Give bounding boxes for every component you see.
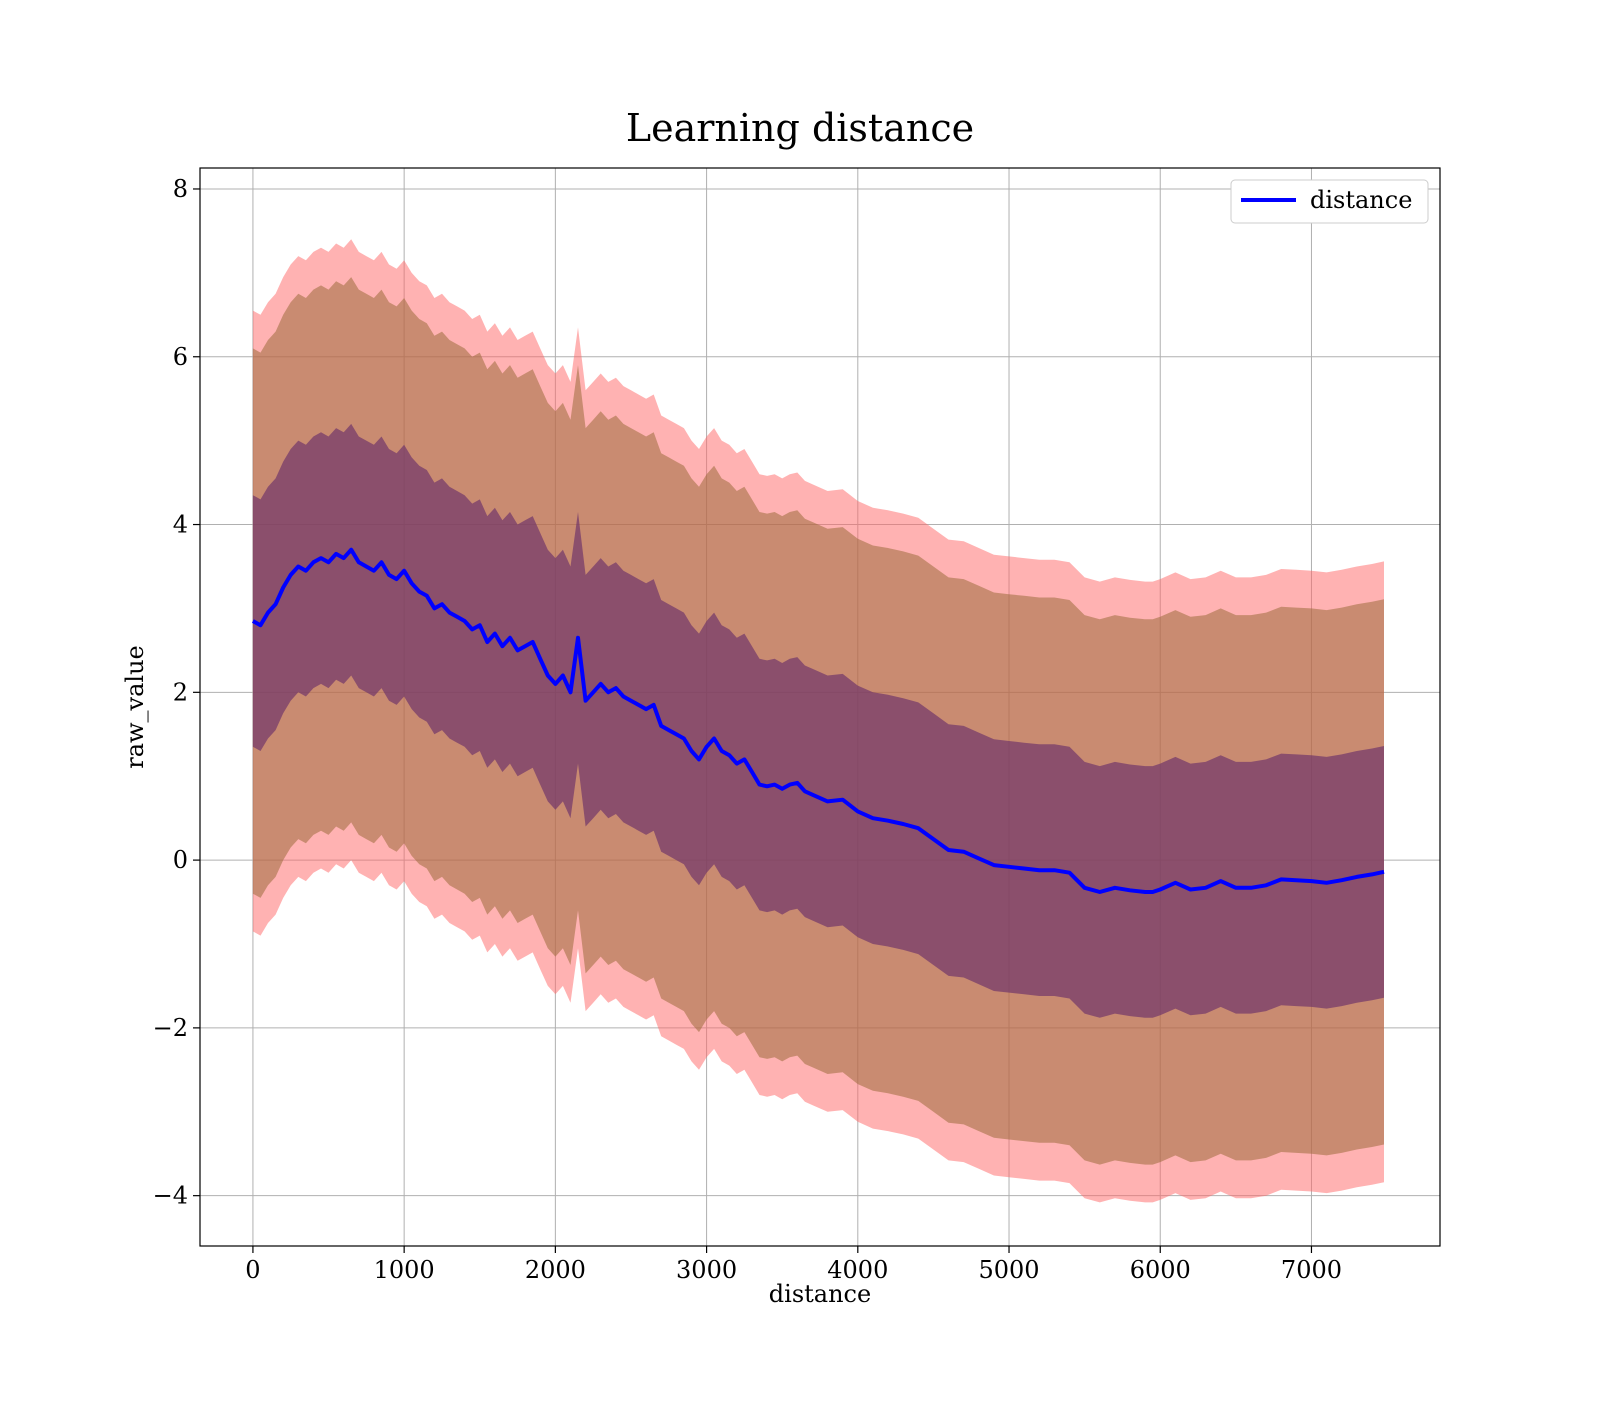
y-axis-ticks: −4 −2 0 2 4 6 8: [153, 175, 200, 1210]
band-inner: [252, 423, 1384, 1018]
legend-entry-distance: distance: [1310, 186, 1412, 214]
y-tick-label: −4: [153, 1182, 188, 1210]
x-tick-label: 2000: [525, 1256, 586, 1284]
line-layer: [251, 547, 1385, 894]
x-axis-ticks: 0 1000 2000 3000 4000 5000 6000 7000: [245, 1246, 1342, 1284]
x-tick-label: 6000: [1130, 1256, 1191, 1284]
series-line-distance: [251, 547, 1385, 894]
x-tick-label: 4000: [827, 1256, 888, 1284]
y-tick-label: 0: [173, 846, 188, 874]
x-tick-label: 7000: [1281, 1256, 1342, 1284]
y-tick-label: −2: [153, 1014, 188, 1042]
x-tick-label: 5000: [978, 1256, 1039, 1284]
y-tick-label: 8: [173, 175, 188, 203]
legend: distance: [1230, 179, 1429, 224]
plot-frame: [199, 167, 1441, 1247]
x-tick-label: 3000: [676, 1256, 737, 1284]
y-tick-label: 2: [173, 678, 188, 706]
legend-box: [1230, 179, 1429, 224]
chart-title: Learning distance: [626, 106, 974, 150]
x-axis-label: distance: [769, 1280, 871, 1308]
y-tick-label: 6: [173, 343, 188, 371]
band-layer: [252, 239, 1384, 1203]
y-tick-label: 4: [173, 511, 188, 539]
x-tick-label: 1000: [374, 1256, 435, 1284]
y-axis-label: raw_value: [121, 645, 149, 769]
x-tick-label: 0: [245, 1256, 260, 1284]
